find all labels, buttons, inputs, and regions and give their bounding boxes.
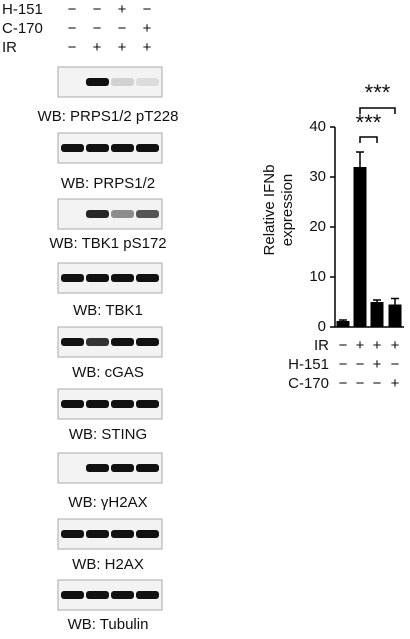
band <box>136 464 159 472</box>
significance-bracket <box>359 107 396 114</box>
band <box>111 464 134 472</box>
band <box>86 144 109 152</box>
significance-label: *** <box>365 80 391 105</box>
condition-mark: − <box>339 337 348 354</box>
y-axis-label: expression <box>279 174 296 247</box>
condition-mark: + <box>356 337 365 354</box>
treatment-mark: − <box>68 1 77 18</box>
y-tick-label: 40 <box>309 118 326 135</box>
band <box>136 338 159 346</box>
treatment-name: IR <box>2 39 17 56</box>
significance-bracket <box>359 136 378 143</box>
band <box>61 274 84 282</box>
band <box>86 78 109 86</box>
condition-mark: − <box>339 375 348 392</box>
treatment-mark: − <box>68 39 77 56</box>
band <box>86 591 109 599</box>
band <box>61 400 84 408</box>
blot-label: WB: PRPS1/2 pT228 <box>38 108 179 125</box>
y-tick-label: 10 <box>309 268 326 285</box>
bar <box>353 167 367 327</box>
band <box>86 464 109 472</box>
band <box>111 530 134 538</box>
condition-mark: + <box>373 337 382 354</box>
treatment-mark: + <box>93 39 102 56</box>
band <box>61 530 84 538</box>
y-tick-label: 0 <box>318 318 326 335</box>
blot-label: WB: γH2AX <box>68 494 147 511</box>
band <box>136 400 159 408</box>
blot-label: WB: Tubulin <box>68 616 149 633</box>
band <box>136 274 159 282</box>
error-bar <box>391 297 399 305</box>
bar <box>388 304 402 327</box>
y-tick-label: 30 <box>309 168 326 185</box>
band <box>111 274 134 282</box>
band <box>61 338 84 346</box>
y-axis-label: Relative IFNb <box>261 165 278 256</box>
treatment-mark: + <box>143 20 152 37</box>
condition-name: H-151 <box>288 356 329 373</box>
blot-label: WB: TBK1 pS172 <box>49 235 166 252</box>
band <box>111 400 134 408</box>
treatment-mark: + <box>143 39 152 56</box>
condition-name: IR <box>314 337 329 354</box>
band <box>111 210 134 218</box>
band <box>111 591 134 599</box>
blot-panel <box>57 66 163 98</box>
treatment-mark: − <box>93 20 102 37</box>
band <box>86 274 109 282</box>
condition-mark: − <box>339 356 348 373</box>
band <box>86 338 109 346</box>
blot-label: WB: H2AX <box>72 556 144 573</box>
band <box>136 591 159 599</box>
blot-label: WB: PRPS1/2 <box>61 175 155 192</box>
band <box>136 530 159 538</box>
treatment-name: H-151 <box>2 1 43 18</box>
band <box>136 78 159 86</box>
treatment-mark: − <box>93 1 102 18</box>
condition-mark: − <box>356 375 365 392</box>
band <box>136 210 159 218</box>
bar <box>336 321 350 327</box>
error-bar <box>339 319 347 321</box>
band <box>111 144 134 152</box>
blot-label: WB: cGAS <box>72 364 144 381</box>
treatment-mark: + <box>118 1 127 18</box>
error-bar <box>356 151 364 167</box>
condition-mark: − <box>356 356 365 373</box>
band <box>86 210 109 218</box>
blot-label: WB: STING <box>69 426 147 443</box>
band <box>111 338 134 346</box>
significance-label: *** <box>356 110 382 135</box>
band <box>111 78 134 86</box>
error-bar <box>373 299 381 302</box>
condition-mark: − <box>391 356 400 373</box>
blot-label: WB: TBK1 <box>73 302 143 319</box>
band <box>136 144 159 152</box>
condition-mark: + <box>391 337 400 354</box>
band <box>61 591 84 599</box>
condition-mark: − <box>373 375 382 392</box>
condition-mark: + <box>391 375 400 392</box>
band <box>86 530 109 538</box>
condition-name: C-170 <box>288 375 329 392</box>
treatment-mark: − <box>143 1 152 18</box>
band <box>86 400 109 408</box>
band <box>61 144 84 152</box>
condition-mark: + <box>373 356 382 373</box>
treatment-mark: + <box>118 39 127 56</box>
treatment-mark: − <box>68 20 77 37</box>
treatment-name: C-170 <box>2 20 43 37</box>
treatment-mark: − <box>118 20 127 37</box>
y-tick-label: 20 <box>309 218 326 235</box>
bar <box>370 302 384 327</box>
